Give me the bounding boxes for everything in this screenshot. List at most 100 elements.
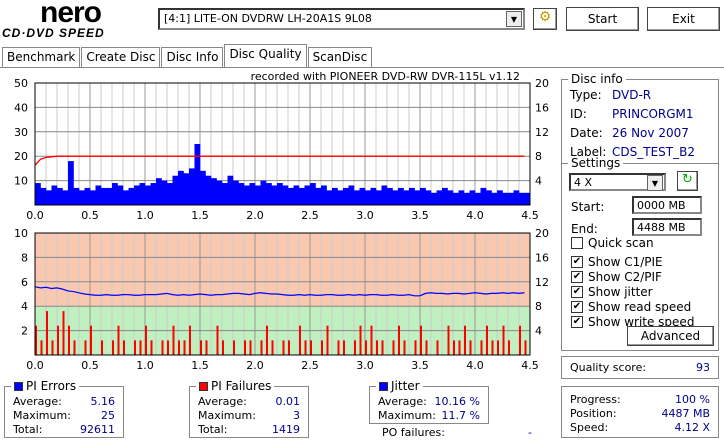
pie-bar bbox=[156, 178, 162, 205]
pie-bar bbox=[84, 187, 91, 205]
end-input[interactable]: 4488 MB bbox=[632, 218, 702, 236]
pie-bar bbox=[414, 190, 421, 205]
pie-bar bbox=[123, 190, 129, 205]
pif-bar bbox=[62, 311, 65, 355]
disc-info-row: Label: CDS_TEST_B2 bbox=[570, 145, 710, 159]
checkbox-label: Show C2/PIF bbox=[588, 270, 662, 284]
pie-bar bbox=[117, 185, 124, 205]
pie-bar bbox=[211, 178, 217, 205]
pie-bar bbox=[425, 190, 432, 205]
x-tick: 1.0 bbox=[136, 359, 154, 372]
pie-bar bbox=[370, 187, 377, 205]
tab-disc-quality[interactable]: Disc Quality bbox=[224, 44, 307, 67]
pif-bar bbox=[524, 340, 527, 355]
x-tick: 0.5 bbox=[81, 359, 99, 372]
checkbox-row[interactable]: ✔ Show jitter bbox=[571, 285, 653, 299]
disc-info-value: PRINCORGM1 bbox=[612, 107, 694, 121]
y-tick-left: 6 bbox=[21, 276, 28, 289]
tab-disc-info[interactable]: Disc Info bbox=[161, 47, 224, 67]
pif-bar bbox=[381, 340, 384, 355]
refresh-speeds-icon[interactable]: ↻ bbox=[677, 171, 698, 191]
checkbox[interactable]: ✔ bbox=[571, 316, 583, 328]
checkbox-row[interactable]: ✔ Show C2/PIF bbox=[571, 270, 662, 284]
pie-bar bbox=[46, 190, 52, 205]
x-tick: 3.5 bbox=[411, 359, 429, 372]
pif-bar bbox=[436, 340, 439, 355]
plot-border bbox=[34, 82, 531, 206]
pif-bar bbox=[282, 340, 285, 355]
pif-bar bbox=[469, 340, 472, 355]
tab-benchmark[interactable]: Benchmark bbox=[2, 47, 81, 67]
x-tick: 0.5 bbox=[81, 209, 99, 222]
pi-errors-total: 92611 bbox=[80, 423, 115, 436]
pie-bar bbox=[524, 192, 531, 205]
po-failures-value: - bbox=[528, 426, 532, 439]
pi-failures-maximum: 3 bbox=[293, 409, 300, 422]
tab-scandisc[interactable]: ScanDisc bbox=[307, 47, 373, 67]
pif-bar bbox=[502, 325, 505, 355]
pi-failures-total: 1419 bbox=[272, 423, 300, 436]
x-tick: 2.5 bbox=[301, 209, 319, 222]
nero-logo: nero bbox=[40, 0, 102, 29]
x-tick: 2.0 bbox=[246, 359, 264, 372]
checkbox-row[interactable]: ✔ Show C1/PIE bbox=[571, 255, 663, 269]
pie-bar bbox=[403, 190, 410, 205]
pif-bar bbox=[183, 340, 186, 355]
pie-bar bbox=[79, 190, 85, 205]
pie-bar bbox=[255, 185, 261, 205]
y-tick-right: 20 bbox=[535, 227, 549, 240]
pif-bar bbox=[453, 340, 455, 355]
checkbox[interactable]: ✔ bbox=[571, 286, 583, 298]
pif-bar bbox=[161, 340, 164, 355]
pif-bar bbox=[200, 340, 202, 355]
pie-bar bbox=[128, 187, 135, 205]
checkbox[interactable]: ✔ bbox=[571, 256, 583, 268]
start-button[interactable]: Start bbox=[566, 7, 639, 31]
pif-bar bbox=[84, 340, 87, 355]
y-tick-left: 30 bbox=[14, 126, 28, 139]
checkbox-row[interactable]: ✔ Show write speed bbox=[571, 315, 694, 329]
y-tick-left: 2 bbox=[21, 325, 28, 338]
disc-info-value: 26 Nov 2007 bbox=[612, 126, 689, 140]
checkbox[interactable] bbox=[571, 237, 583, 249]
pie-bar bbox=[508, 192, 514, 205]
refresh-drive-icon[interactable]: ⚙ bbox=[533, 8, 557, 30]
pie-bar bbox=[398, 187, 404, 205]
chevron-down-icon[interactable]: ▼ bbox=[647, 175, 663, 191]
checkbox-row[interactable]: Quick scan bbox=[571, 236, 654, 250]
drive-select[interactable]: [4:1] LITE-ON DVDRW LH-20A1S 9L08 ▼ bbox=[158, 8, 525, 30]
start-input[interactable]: 0000 MB bbox=[632, 196, 702, 214]
checkbox[interactable]: ✔ bbox=[571, 301, 583, 313]
charts: recorded with PIONEER DVD-RW DVR-115L v1… bbox=[14, 70, 549, 372]
label: Speed: bbox=[570, 421, 609, 434]
speed-select[interactable]: 4 X ▼ bbox=[569, 173, 666, 191]
checkbox[interactable]: ✔ bbox=[571, 271, 583, 283]
blue-square-icon bbox=[379, 381, 388, 391]
exit-button[interactable]: Exit bbox=[647, 7, 720, 31]
pie-bar bbox=[90, 190, 96, 205]
pif-chart: 2 4 6 8 10 4 8 12 16 20 0.0 0.5 1.0 1.5 2.0 2.5 3.0 3.5 4.… bbox=[14, 227, 549, 372]
disc-info-row: Date: 26 Nov 2007 bbox=[570, 126, 710, 140]
pie-bar bbox=[150, 183, 157, 205]
speed-select-value: 4 X bbox=[574, 176, 593, 189]
pie-bar bbox=[392, 190, 399, 205]
checkbox-label: Show jitter bbox=[588, 285, 653, 299]
advanced-button[interactable]: Advanced bbox=[627, 326, 714, 346]
y-tick-left: 8 bbox=[21, 251, 28, 264]
disc-info-label: ID: bbox=[570, 107, 587, 121]
pie-bar bbox=[112, 183, 118, 205]
tab-create-disc[interactable]: Create Disc bbox=[81, 47, 161, 67]
pie-bar bbox=[497, 190, 503, 205]
plot-border bbox=[34, 232, 531, 356]
pie-bar bbox=[343, 187, 349, 205]
quality-score-value: 93 bbox=[696, 361, 710, 374]
cd-dvd-speed-logo: CD·DVD SPEED bbox=[2, 26, 105, 40]
pif-bar bbox=[40, 340, 43, 355]
y-tick-right: 16 bbox=[535, 251, 549, 264]
pif-bar bbox=[205, 340, 208, 355]
pif-bar bbox=[178, 340, 180, 355]
checkbox-row[interactable]: ✔ Show read speed bbox=[571, 300, 691, 314]
chevron-down-icon[interactable]: ▼ bbox=[506, 11, 522, 27]
pif-bar bbox=[150, 340, 153, 355]
disc-info-title: Disc info bbox=[568, 72, 626, 86]
